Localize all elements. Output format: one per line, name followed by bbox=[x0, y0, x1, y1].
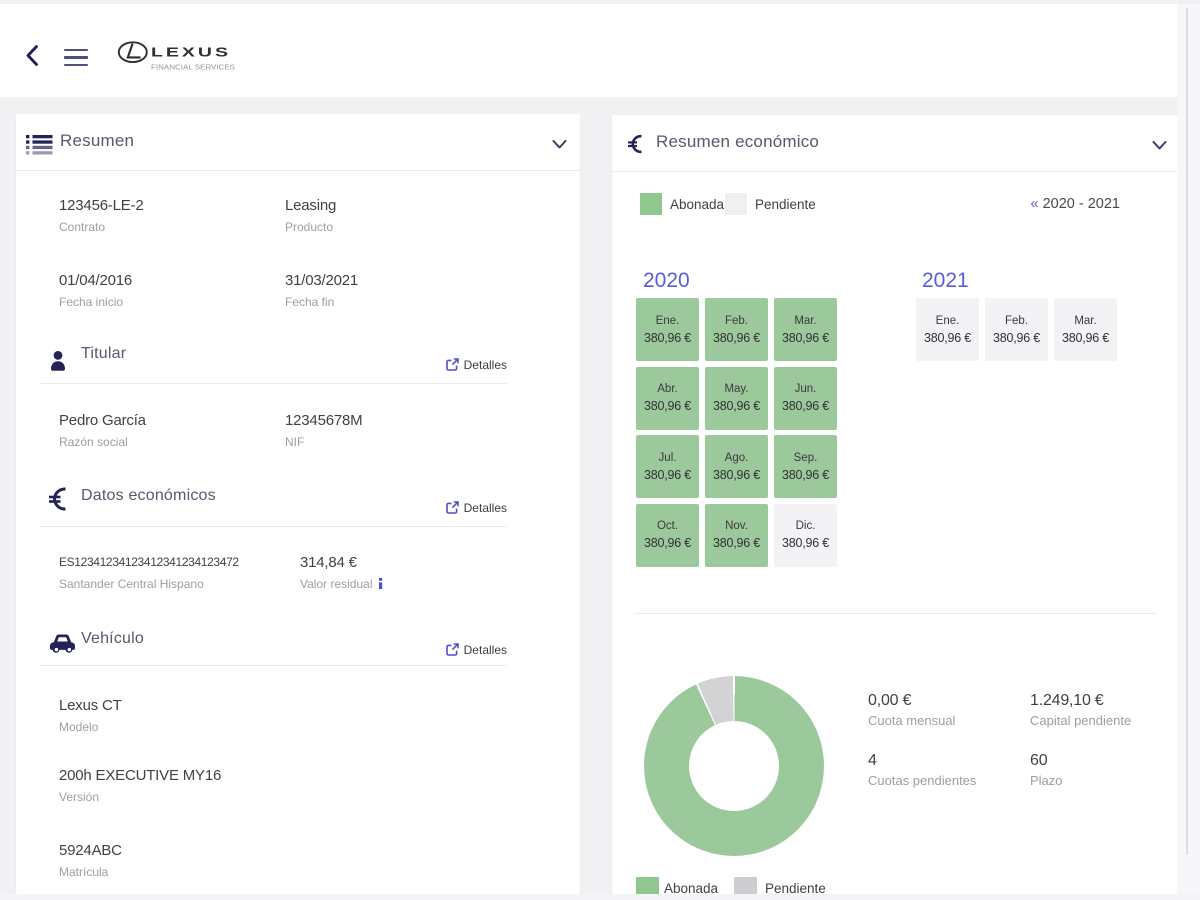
svg-text:LEXUS: LEXUS bbox=[151, 45, 231, 60]
svg-text:FINANCIAL SERVICES: FINANCIAL SERVICES bbox=[151, 63, 235, 72]
